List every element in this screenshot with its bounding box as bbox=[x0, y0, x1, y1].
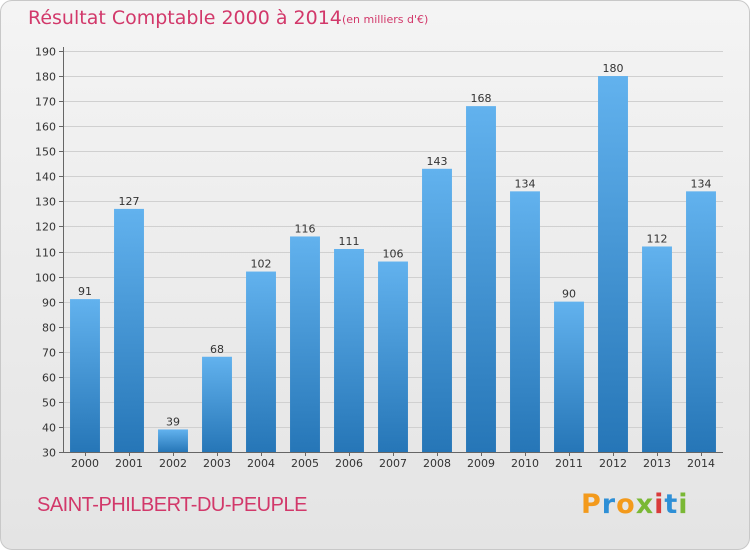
y-tick-label: 110 bbox=[35, 247, 56, 260]
y-tick-label: 50 bbox=[42, 397, 56, 410]
bar-2004 bbox=[246, 271, 276, 452]
y-tick-label: 30 bbox=[42, 447, 56, 460]
x-tick-label: 2012 bbox=[599, 457, 627, 470]
bar-2012 bbox=[598, 76, 628, 452]
data-label: 180 bbox=[603, 62, 624, 75]
x-tick-label: 2010 bbox=[511, 457, 539, 470]
x-tick-label: 2008 bbox=[423, 457, 451, 470]
data-label: 68 bbox=[210, 343, 224, 356]
y-tick-label: 70 bbox=[42, 347, 56, 360]
axes bbox=[59, 47, 723, 456]
bar-2003 bbox=[202, 356, 232, 452]
bar-2005 bbox=[290, 236, 320, 452]
y-tick-label: 40 bbox=[42, 422, 56, 435]
logo-letter: i bbox=[654, 489, 665, 520]
x-tick-label: 2002 bbox=[159, 457, 187, 470]
y-tick-label: 130 bbox=[35, 196, 56, 209]
data-label: 127 bbox=[119, 195, 140, 208]
y-tick-label: 60 bbox=[42, 372, 56, 385]
x-tick-label: 2004 bbox=[247, 457, 275, 470]
bar-2007 bbox=[378, 261, 408, 452]
bar-2013 bbox=[642, 246, 672, 452]
data-label: 106 bbox=[383, 248, 404, 261]
data-label: 112 bbox=[647, 232, 668, 245]
x-tick-label: 2014 bbox=[687, 457, 715, 470]
y-tick-label: 160 bbox=[35, 121, 56, 134]
y-tick-label: 100 bbox=[35, 272, 56, 285]
y-tick-label: 180 bbox=[35, 71, 56, 84]
commune-name: SAINT-PHILBERT-DU-PEUPLE bbox=[37, 494, 307, 516]
y-tick-label: 90 bbox=[42, 297, 56, 310]
bar-2009 bbox=[466, 106, 496, 452]
bar-2002 bbox=[158, 429, 188, 452]
x-tick-label: 2007 bbox=[379, 457, 407, 470]
bar-2008 bbox=[422, 168, 452, 452]
data-label: 90 bbox=[562, 288, 576, 301]
bar-2010 bbox=[510, 191, 540, 452]
data-label: 168 bbox=[471, 92, 492, 105]
x-tick-label: 2006 bbox=[335, 457, 363, 470]
logo-letter: x bbox=[635, 489, 655, 520]
x-tick-label: 2009 bbox=[467, 457, 495, 470]
logo-letter: t bbox=[664, 489, 679, 520]
logo-letter: i bbox=[678, 489, 689, 520]
logo-letter: r bbox=[601, 489, 617, 520]
y-tick-label: 190 bbox=[35, 46, 56, 59]
x-tick-label: 2011 bbox=[555, 457, 583, 470]
data-label: 134 bbox=[515, 177, 536, 190]
chart-subtitle: (en milliers d'€) bbox=[342, 13, 429, 26]
x-tick-label: 2001 bbox=[115, 457, 143, 470]
y-tick-label: 170 bbox=[35, 96, 56, 109]
bar-2006 bbox=[334, 248, 364, 452]
logo-letter: P bbox=[581, 489, 602, 520]
logo-letter: o bbox=[616, 489, 636, 520]
data-label: 39 bbox=[166, 415, 180, 428]
bar-2014 bbox=[686, 191, 716, 452]
x-tick-label: 2000 bbox=[71, 457, 99, 470]
x-tick-label: 2003 bbox=[203, 457, 231, 470]
y-tick-label: 120 bbox=[35, 221, 56, 234]
data-label: 116 bbox=[295, 222, 316, 235]
proxiti-logo: Proxiti bbox=[581, 489, 689, 520]
data-label: 143 bbox=[427, 155, 448, 168]
y-tick-label: 80 bbox=[42, 322, 56, 335]
data-label: 91 bbox=[78, 285, 92, 298]
y-tick-label: 150 bbox=[35, 146, 56, 159]
data-label: 102 bbox=[251, 258, 272, 271]
data-label: 111 bbox=[339, 235, 360, 248]
bar-2001 bbox=[114, 208, 144, 452]
bars bbox=[70, 76, 716, 452]
bar-2011 bbox=[554, 301, 584, 452]
x-tick-label: 2005 bbox=[291, 457, 319, 470]
x-tick-label: 2013 bbox=[643, 457, 671, 470]
labels: 30 40 50 60 70 80 90 100 110 120 130 140 150 160 170 18… bbox=[35, 46, 715, 471]
bar-2000 bbox=[70, 299, 100, 452]
chart-title: Résultat Comptable 2000 à 2014 bbox=[28, 7, 342, 29]
y-tick-label: 140 bbox=[35, 171, 56, 184]
data-label: 134 bbox=[691, 177, 712, 190]
